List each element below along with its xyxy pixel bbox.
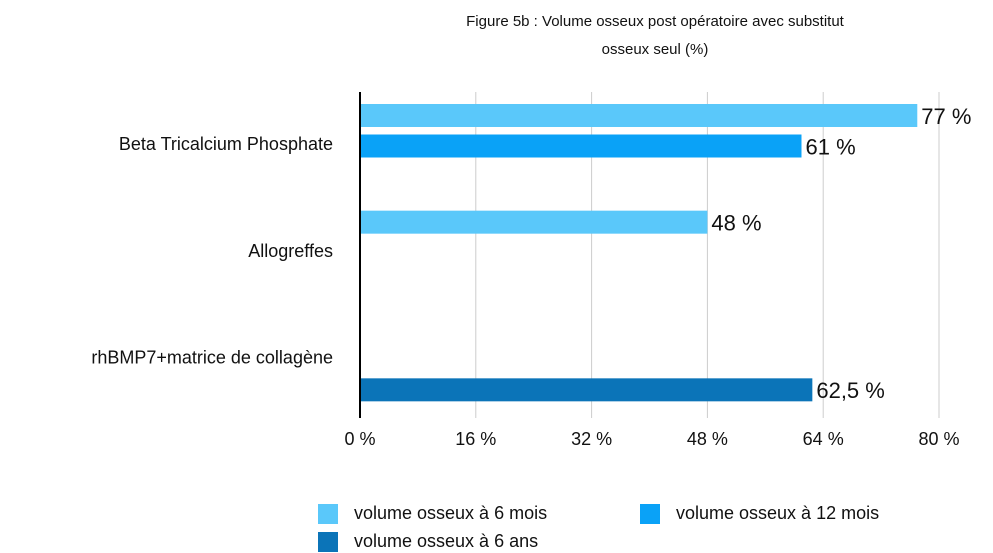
value-label: 62,5 % <box>816 378 885 403</box>
value-label: 77 % <box>921 104 971 129</box>
x-tick-label: 32 % <box>571 429 612 449</box>
x-tick-label: 0 % <box>344 429 375 449</box>
bar <box>360 378 813 402</box>
bar <box>360 104 918 127</box>
y-tick-label: rhBMP7+matrice de collagène <box>91 347 333 367</box>
x-tick-label: 64 % <box>803 429 844 449</box>
x-tick-label: 80 % <box>918 429 959 449</box>
y-tick-label: Allogreffes <box>248 241 333 261</box>
y-tick-label: Beta Tricalcium Phosphate <box>119 134 333 154</box>
legend-label: volume osseux à 12 mois <box>676 503 879 523</box>
bar <box>360 210 708 234</box>
legend-label: volume osseux à 6 ans <box>354 531 538 551</box>
chart-title: Figure 5b : Volume osseux post opératoir… <box>466 13 844 58</box>
legend-label: volume osseux à 6 mois <box>354 503 547 523</box>
legend-swatch <box>318 532 338 552</box>
legend-swatch <box>640 504 660 524</box>
value-label: 61 % <box>805 134 855 159</box>
bar <box>360 134 802 158</box>
legend-swatch <box>318 504 338 524</box>
x-tick-label: 48 % <box>687 429 728 449</box>
x-tick-label: 16 % <box>455 429 496 449</box>
value-label: 48 % <box>711 210 761 235</box>
